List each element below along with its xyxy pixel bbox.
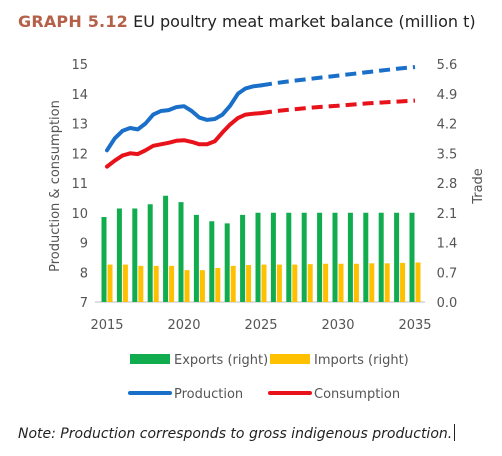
y-right-tick-label: 0.7	[437, 266, 458, 281]
bar-imports	[153, 265, 159, 302]
bar-exports	[132, 208, 138, 302]
y-right-tick-label: 5.6	[437, 58, 458, 73]
bar-imports	[400, 262, 406, 302]
bar-imports	[122, 264, 128, 302]
bar-imports	[276, 264, 282, 302]
bar-imports	[169, 265, 175, 302]
bar-imports	[353, 263, 359, 302]
y-left-tick-label: 9	[80, 237, 88, 252]
bar-imports	[184, 270, 190, 302]
y-right-tick-label: 1.4	[437, 237, 458, 252]
legend-swatch-exports	[130, 354, 170, 364]
bar-imports	[369, 263, 375, 302]
line-production-historical	[105, 83, 263, 153]
bar-exports	[209, 221, 215, 302]
y-left-axis-label: Production & consumption	[48, 100, 63, 272]
y-right-tick-label: 4.9	[437, 88, 458, 103]
bar-imports	[246, 265, 252, 302]
y-left-tick-label: 14	[71, 88, 88, 103]
bar-exports	[317, 212, 323, 302]
x-tick-label: 2015	[90, 318, 123, 333]
text-cursor	[454, 424, 456, 441]
bar-exports	[163, 195, 169, 302]
bar-exports	[147, 204, 153, 302]
y-left-tick-label: 15	[71, 58, 88, 73]
line-production-projection	[260, 65, 416, 88]
bar-exports	[116, 208, 122, 302]
bar-exports	[409, 212, 415, 302]
bar-imports	[230, 265, 236, 302]
y-right-tick-label: 2.8	[437, 177, 458, 192]
legend-label-consumption: Consumption	[314, 387, 400, 402]
bar-exports	[394, 212, 400, 302]
chart-title: GRAPH 5.12 EU poultry meat market balanc…	[18, 12, 476, 31]
bar-imports	[199, 270, 205, 302]
y-right-tick-label: 2.1	[437, 207, 458, 222]
x-tick-label: 2025	[244, 318, 277, 333]
bar-exports	[193, 214, 199, 302]
legend-label-production: Production	[174, 387, 243, 402]
y-left-tick-label: 12	[71, 147, 88, 162]
legend-label-imports: Imports (right)	[314, 353, 409, 368]
y-right-tick-label: 4.2	[437, 118, 458, 133]
graph-title: EU poultry meat market balance (million …	[133, 12, 476, 31]
footnote-text: Note: Production corresponds to gross in…	[18, 426, 453, 442]
bar-exports	[101, 217, 107, 302]
y-left-tick-label: 11	[71, 177, 88, 192]
graph-number: GRAPH 5.12	[18, 12, 128, 31]
bar-imports	[307, 264, 313, 302]
bar-exports	[347, 212, 353, 302]
bar-imports	[292, 264, 298, 302]
bar-imports	[107, 264, 113, 302]
bar-imports	[415, 262, 421, 302]
bar-imports	[384, 263, 390, 302]
bar-imports	[215, 268, 221, 302]
bar-exports	[332, 212, 338, 302]
line-consumption-historical	[105, 111, 263, 169]
legend: Exports (right) Imports (right) Producti…	[128, 353, 409, 402]
bar-imports	[138, 265, 144, 302]
bar-imports	[261, 264, 267, 302]
legend-label-exports: Exports (right)	[174, 353, 268, 368]
legend-swatch-imports	[270, 354, 310, 364]
bar-exports	[301, 212, 307, 302]
bar-exports	[224, 223, 230, 302]
bar-exports	[363, 212, 369, 302]
y-right-tick-label: 0.0	[437, 296, 458, 311]
bar-exports	[270, 212, 276, 302]
line-consumption-projection	[260, 98, 416, 116]
footnote: Note: Production corresponds to gross in…	[18, 424, 456, 442]
bar-exports	[178, 202, 184, 302]
bar-exports	[378, 212, 384, 302]
y-left-tick-label: 13	[71, 118, 88, 133]
y-right-axis-label: Trade	[471, 168, 486, 205]
y-right-tick-label: 3.5	[437, 147, 458, 162]
bar-imports	[338, 263, 344, 302]
bar-exports	[255, 212, 261, 302]
x-tick-label: 2020	[167, 318, 200, 333]
bar-exports	[240, 214, 246, 302]
bar-imports	[323, 263, 329, 302]
y-left-tick-label: 7	[80, 296, 88, 311]
y-left-tick-label: 8	[80, 266, 88, 281]
bar-exports	[286, 212, 292, 302]
y-left-tick-label: 10	[71, 207, 88, 222]
x-tick-label: 2035	[398, 318, 431, 333]
x-tick-label: 2030	[321, 318, 354, 333]
